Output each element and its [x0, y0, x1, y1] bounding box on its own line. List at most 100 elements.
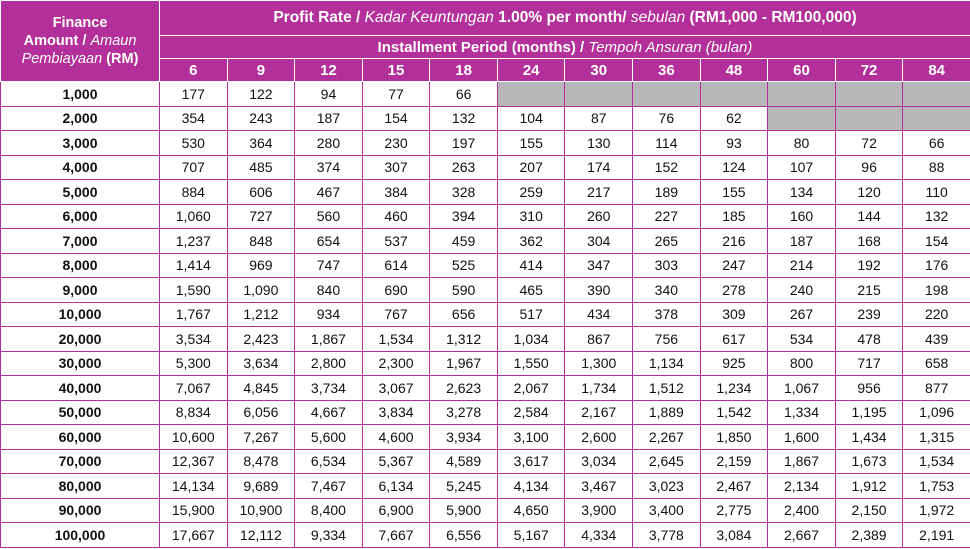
unavailable-cell	[834, 81, 904, 107]
table-row: 5,000 884 606 467 384 328 259 217 189 155 134 120 11…	[0, 179, 970, 205]
installment-cell: 925	[699, 350, 769, 376]
installment-cell: 177	[159, 81, 228, 107]
installment-cell: 956	[834, 375, 904, 401]
installment-cell: 347	[564, 252, 634, 278]
installment-cell: 77	[361, 81, 431, 107]
installment-cell: 197	[429, 130, 498, 156]
installment-cell: 215	[834, 277, 904, 303]
month-header-cell: 36	[632, 58, 701, 82]
installment-cell: 247	[699, 252, 769, 278]
installment-cell: 72	[834, 130, 904, 156]
installment-cell: 3,023	[632, 473, 701, 499]
installment-cell: 3,278	[429, 399, 498, 425]
installment-cell: 654	[294, 228, 363, 254]
installment-cell: 2,150	[834, 497, 904, 523]
unavailable-cell	[902, 105, 970, 131]
installment-cell: 1,673	[834, 448, 904, 474]
finance-amount-header: Finance Amount / Amaun Pembiayaan (RM)	[0, 0, 160, 82]
installment-cell: 800	[767, 350, 836, 376]
installment-cell: 3,934	[429, 424, 498, 450]
installment-cell: 8,478	[226, 448, 296, 474]
installment-cell: 3,834	[361, 399, 431, 425]
installment-cell: 10,600	[159, 424, 228, 450]
installment-cell: 6,056	[226, 399, 296, 425]
installment-cell: 1,090	[226, 277, 296, 303]
installment-cell: 658	[902, 350, 970, 376]
installment-cell: 1,067	[767, 375, 836, 401]
table-row: 40,000 7,067 4,845 3,734 3,067 2,623 2,067 1,73…	[0, 375, 970, 401]
installment-cell: 2,389	[834, 522, 904, 548]
table-row: 50,000 8,834 6,056 4,667 3,834 3,278 2,584 2,16…	[0, 399, 970, 425]
finance-amount-cell: 7,000	[0, 228, 160, 254]
installment-cell: 756	[632, 326, 701, 352]
installment-cell: 3,100	[496, 424, 566, 450]
month-header-cell: 84	[902, 58, 970, 82]
installment-cell: 132	[429, 105, 498, 131]
installment-cell: 217	[564, 179, 634, 205]
installment-cell: 485	[226, 154, 296, 180]
amount-header-line2: Amount /	[23, 33, 87, 49]
finance-amount-cell: 6,000	[0, 203, 160, 229]
installment-cell: 66	[902, 130, 970, 156]
installment-cell: 4,334	[564, 522, 634, 548]
installment-cell: 517	[496, 301, 566, 327]
finance-amount-cell: 10,000	[0, 301, 160, 327]
installment-cell: 747	[294, 252, 363, 278]
installment-cell: 1,512	[632, 375, 701, 401]
installment-cell: 134	[767, 179, 836, 205]
installment-cell: 280	[294, 130, 363, 156]
month-header-cell: 60	[767, 58, 836, 82]
installment-cell: 1,753	[902, 473, 970, 499]
installment-cell: 1,912	[834, 473, 904, 499]
installment-cell: 3,778	[632, 522, 701, 548]
installment-cell: 354	[159, 105, 228, 131]
installment-cell: 478	[834, 326, 904, 352]
installment-cell: 214	[767, 252, 836, 278]
installment-cell: 1,212	[226, 301, 296, 327]
installment-cell: 4,600	[361, 424, 431, 450]
installment-cell: 94	[294, 81, 363, 107]
installment-cell: 3,617	[496, 448, 566, 474]
installment-cell: 124	[699, 154, 769, 180]
installment-cell: 7,467	[294, 473, 363, 499]
installment-cell: 1,867	[767, 448, 836, 474]
installment-cell: 340	[632, 277, 701, 303]
installment-cell: 1,867	[294, 326, 363, 352]
installment-cell: 154	[361, 105, 431, 131]
installment-cell: 6,534	[294, 448, 363, 474]
unavailable-cell	[632, 81, 701, 107]
installment-cell: 4,134	[496, 473, 566, 499]
table-row: 4,000 707 485 374 307 263 207 174 152 124 107 96 88	[0, 154, 970, 180]
installment-cell: 2,800	[294, 350, 363, 376]
installment-cell: 10,900	[226, 497, 296, 523]
installment-cell: 459	[429, 228, 498, 254]
installment-cell: 1,300	[564, 350, 634, 376]
installment-cell: 3,400	[632, 497, 701, 523]
table-header: Finance Amount / Amaun Pembiayaan (RM) P…	[0, 0, 970, 82]
installment-cell: 4,589	[429, 448, 498, 474]
rate-suffix: (RM1,000 - RM100,000)	[689, 9, 857, 26]
installment-cell: 6,134	[361, 473, 431, 499]
table-body: 1,000 177 122 94 77 66 2,000 354 243 187 154 132 104…	[0, 81, 970, 548]
installment-cell: 374	[294, 154, 363, 180]
installment-cell: 154	[902, 228, 970, 254]
installment-cell: 1,550	[496, 350, 566, 376]
finance-amount-cell: 90,000	[0, 497, 160, 523]
installment-cell: 4,650	[496, 497, 566, 523]
installment-cell: 3,034	[564, 448, 634, 474]
installment-cell: 122	[226, 81, 296, 107]
installment-cell: 394	[429, 203, 498, 229]
installment-cell: 525	[429, 252, 498, 278]
installment-cell: 9,689	[226, 473, 296, 499]
unavailable-cell	[767, 105, 836, 131]
installment-cell: 207	[496, 154, 566, 180]
finance-amount-cell: 60,000	[0, 424, 160, 450]
installment-cell: 185	[699, 203, 769, 229]
installment-cell: 1,967	[429, 350, 498, 376]
amount-header-line2-italic: Amaun	[90, 33, 137, 49]
finance-amount-cell: 9,000	[0, 277, 160, 303]
installment-cell: 460	[361, 203, 431, 229]
installment-cell: 656	[429, 301, 498, 327]
installment-cell: 614	[361, 252, 431, 278]
